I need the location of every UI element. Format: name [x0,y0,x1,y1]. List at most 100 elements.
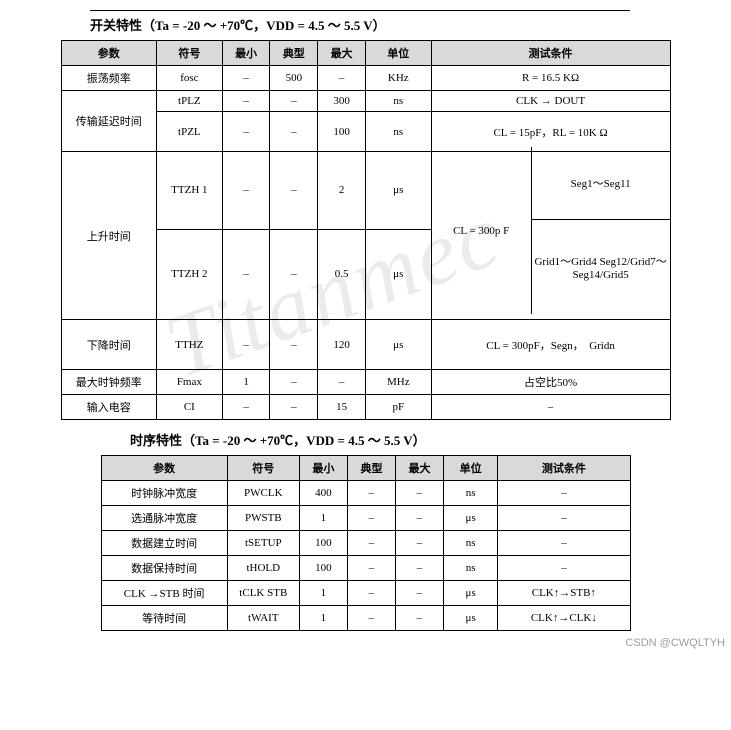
hdr-param: 参数 [61,41,157,66]
cell-min: – [222,66,270,91]
cell-min: – [222,229,270,319]
cell-unit: ns [444,481,498,506]
cell-min: – [222,91,270,112]
cell-cond: – [431,395,670,420]
cell-min: – [222,152,270,230]
hdr-cond: 测试条件 [431,41,670,66]
table-row: 振荡频率 fosc – 500 – KHz R = 16.5 KΩ [61,66,670,91]
cell-sym: tSETUP [227,531,299,556]
cell-typ: – [347,581,395,606]
cell-max: 15 [318,395,366,420]
cell-min: – [222,112,270,152]
cell-min: 100 [299,556,347,581]
timing-characteristics-table: 参数 符号 最小 典型 最大 单位 测试条件 时钟脉冲宽度 PWCLK 400 … [101,455,631,631]
cell-max: – [318,370,366,395]
cell-sym: tCLK STB [227,581,299,606]
cell-min: 1 [299,606,347,631]
cell-unit: μs [365,320,431,370]
cell-param: 最大时钟频率 [61,370,157,395]
cell-unit: MHz [365,370,431,395]
cell-param: CLK →STB 时间 [101,581,227,606]
cell-max: 0.5 [318,229,366,319]
cell-sym: tWAIT [227,606,299,631]
hdr-max: 最大 [396,456,444,481]
cell-typ: – [270,152,318,230]
cell-param: 上升时间 [61,152,157,320]
cell-max: – [396,531,444,556]
cell-typ: – [347,506,395,531]
cell-cond: – [498,531,630,556]
hdr-sym: 符号 [157,41,223,66]
cell-min: 100 [299,531,347,556]
cell-unit: μs [365,152,431,230]
cell-sym: tPLZ [157,91,223,112]
hdr-max: 最大 [318,41,366,66]
cell-min: – [222,395,270,420]
cell-sym: TTZH 2 [157,229,223,319]
hdr-min: 最小 [299,456,347,481]
cell-param: 下降时间 [61,320,157,370]
title-rule [90,10,630,11]
cell-param: 输入电容 [61,395,157,420]
cell-typ: – [270,112,318,152]
hdr-param: 参数 [101,456,227,481]
hdr-typ: 典型 [270,41,318,66]
cell-typ: – [270,370,318,395]
table-row: 最大时钟频率 Fmax 1 – – MHz 占空比50% [61,370,670,395]
cell-min: 1 [299,581,347,606]
cell-sym: tHOLD [227,556,299,581]
hdr-unit: 单位 [365,41,431,66]
cell-max: 100 [318,112,366,152]
cell-sym: CI [157,395,223,420]
cell-max: – [396,556,444,581]
section2-title: 时序特性（Ta = -20 ～ +70℃，VDD = 4.5 ～ 5.5 V） [130,430,721,449]
table-row: CLK →STB 时间 tCLK STB 1 – – μs CLK↑→STB↑ [101,581,630,606]
cell-cond: – [498,481,630,506]
cell-unit: μs [365,229,431,319]
switch-characteristics-table: 参数 符号 最小 典型 最大 单位 测试条件 振荡频率 fosc – 500 –… [61,40,671,420]
cell-sym: fosc [157,66,223,91]
cell-sym: PWCLK [227,481,299,506]
cell-typ: – [270,229,318,319]
cell-param: 选通脉冲宽度 [101,506,227,531]
cell-sym: TTHZ [157,320,223,370]
cell-min: 400 [299,481,347,506]
cell-sym: tPZL [157,112,223,152]
section1-title: 开关特性（Ta = -20 ～ +70℃，VDD = 4.5 ～ 5.5 V） [90,15,721,34]
cell-cond: CLK → DOUT [431,91,670,112]
cell-max: – [396,481,444,506]
cell-cond: R = 16.5 KΩ [431,66,670,91]
cell-unit: μs [444,581,498,606]
cell-min: – [222,320,270,370]
cell-sym: PWSTB [227,506,299,531]
cell-typ: – [347,531,395,556]
cell-unit: KHz [365,66,431,91]
cell-max: – [396,506,444,531]
cell-unit: pF [365,395,431,420]
cell-cond: CL = 300pF，Segn， Gridn [431,320,670,370]
table-row: 数据建立时间 tSETUP 100 – – ns – [101,531,630,556]
cell-param: 传输延迟时间 [61,91,157,152]
hdr-cond: 测试条件 [498,456,630,481]
hdr-min: 最小 [222,41,270,66]
cond-note: Grid1～Grid4 Seg12/Grid7～Seg14/Grid5 [531,220,669,314]
hdr-unit: 单位 [444,456,498,481]
cell-unit: ns [444,556,498,581]
table-row: 选通脉冲宽度 PWSTB 1 – – μs – [101,506,630,531]
cell-typ: – [347,556,395,581]
cell-cond: – [498,506,630,531]
cell-unit: ns [365,91,431,112]
cell-cond: CLK↑→STB↑ [498,581,630,606]
cell-typ: – [270,91,318,112]
cell-typ: – [270,320,318,370]
cond-sub: CL = 300p F [432,147,532,314]
cell-sym: TTZH 1 [157,152,223,230]
cell-typ: – [270,395,318,420]
cell-unit: ns [444,531,498,556]
hdr-sym: 符号 [227,456,299,481]
cell-typ: 500 [270,66,318,91]
hdr-typ: 典型 [347,456,395,481]
cond-note: Seg1～Seg11 [531,147,669,220]
cell-typ: – [347,481,395,506]
cell-unit: ns [365,112,431,152]
